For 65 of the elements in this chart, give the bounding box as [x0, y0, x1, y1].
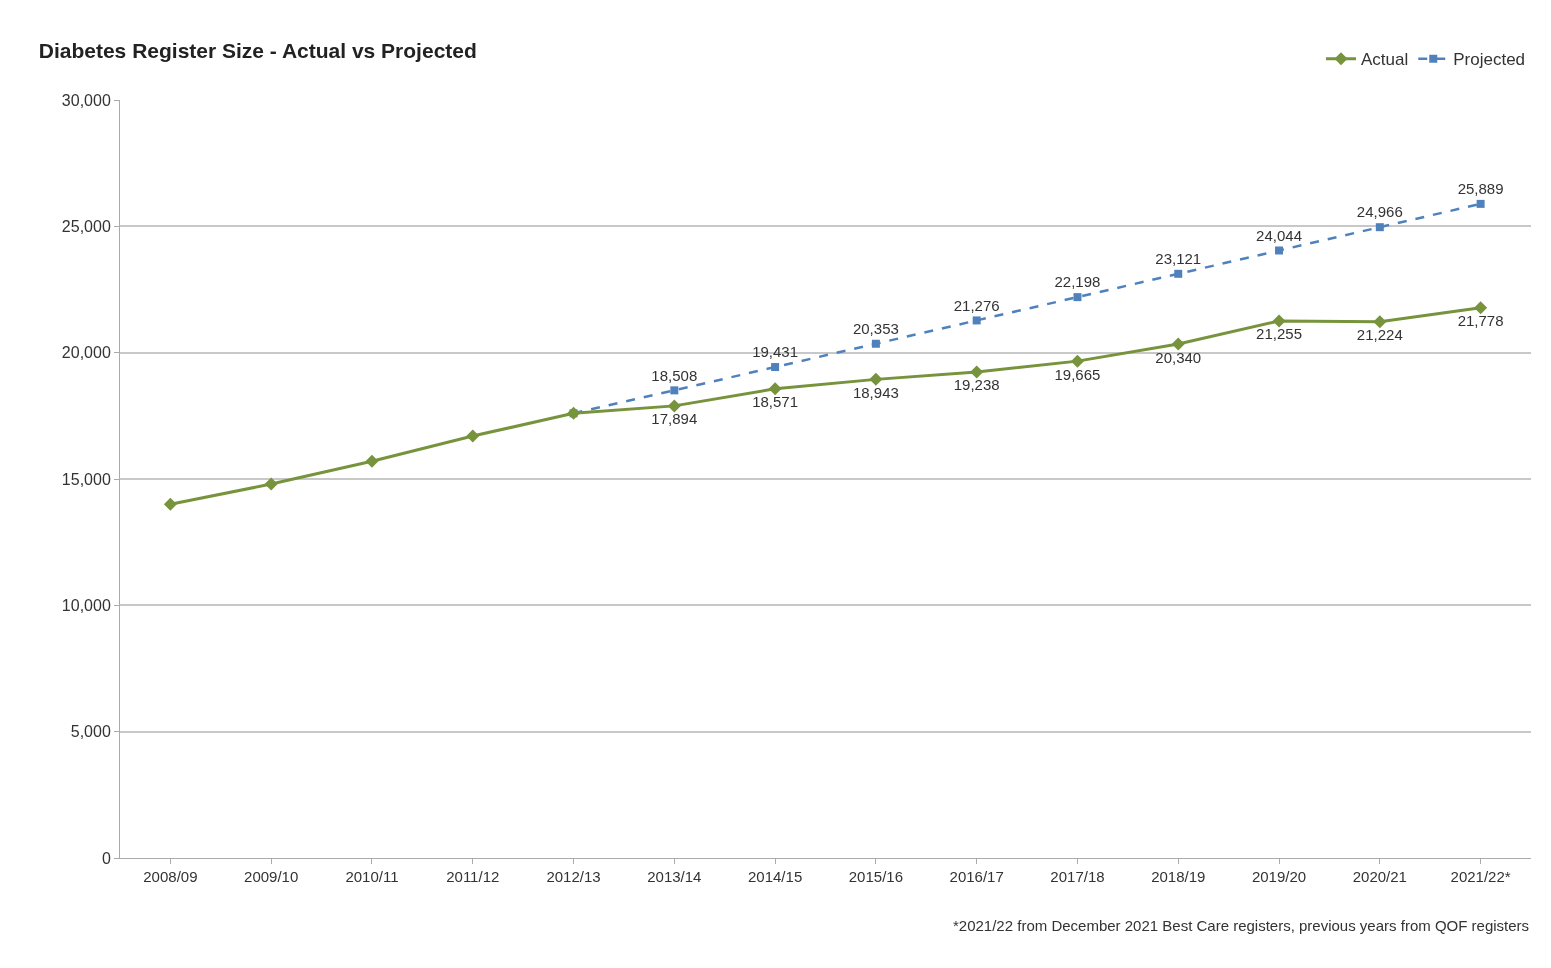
data-label: 21,224 — [1356, 326, 1403, 344]
x-tick-label: 2010/11 — [345, 868, 399, 885]
point — [466, 429, 480, 443]
point — [1073, 293, 1082, 302]
point — [1275, 246, 1284, 255]
y-tick-label: 30,000 — [61, 91, 111, 109]
data-label: 21,276 — [953, 296, 1000, 314]
point — [768, 382, 782, 396]
data-label: 21,778 — [1457, 312, 1504, 330]
x-tick-label: 2017/18 — [1050, 868, 1105, 885]
y-tick-label: 15,000 — [61, 470, 111, 488]
y-tick-label: 20,000 — [61, 344, 111, 362]
point — [871, 339, 880, 348]
y-tick-label: 0 — [101, 849, 111, 867]
x-tick-label: 2009/10 — [244, 868, 299, 885]
legend-label: Projected — [1453, 50, 1526, 70]
chart-title: Diabetes Register Size - Actual vs Projected — [38, 39, 477, 63]
data-label: 24,044 — [1256, 226, 1302, 244]
point — [1373, 315, 1387, 329]
point — [1070, 354, 1084, 368]
y-tick-label: 5,000 — [70, 723, 111, 741]
x-tick-label: 2011/12 — [446, 868, 500, 885]
point — [972, 316, 981, 325]
point — [1474, 301, 1488, 315]
data-label: 23,121 — [1155, 250, 1202, 268]
x-tick-label: 2008/09 — [143, 868, 198, 885]
x-tick-label: 2012/13 — [546, 868, 601, 885]
point — [1174, 269, 1183, 278]
x-tick-label: 2020/21 — [1352, 868, 1407, 885]
data-label: 18,943 — [852, 383, 899, 401]
point — [1171, 337, 1185, 351]
x-tick-label: 2018/19 — [1151, 868, 1206, 885]
point — [869, 372, 883, 386]
point — [667, 399, 681, 413]
point — [771, 363, 780, 372]
data-label: 25,889 — [1457, 180, 1504, 198]
x-tick-label: 2013/14 — [647, 868, 702, 885]
data-label: 22,198 — [1054, 273, 1101, 291]
data-label: 18,508 — [651, 366, 698, 384]
y-tick-label: 10,000 — [61, 596, 111, 614]
x-tick-label: 2019/20 — [1251, 868, 1307, 885]
point — [1476, 199, 1485, 208]
data-label: 17,894 — [651, 410, 698, 428]
point — [264, 477, 278, 491]
x-tick-label: 2015/16 — [848, 868, 904, 885]
data-label: 19,431 — [752, 343, 799, 361]
data-label: 19,665 — [1054, 365, 1101, 383]
point — [365, 454, 379, 468]
x-tick-label: 2016/17 — [949, 868, 1004, 885]
x-tick-label: 2014/15 — [747, 868, 803, 885]
point — [163, 497, 177, 511]
data-label: 18,571 — [752, 393, 799, 411]
data-label: 24,966 — [1356, 203, 1403, 221]
data-label: 20,340 — [1155, 348, 1202, 366]
x-tick-label: 2021/22* — [1450, 868, 1511, 885]
y-tick-label: 25,000 — [61, 217, 111, 235]
text: *2021/22 from December 2021 Best Care registers, previous years from QOF registers — [953, 917, 1530, 934]
point — [970, 365, 984, 379]
data-label: 21,255 — [1256, 325, 1302, 343]
point — [1375, 223, 1384, 232]
data-label: 20,353 — [852, 320, 899, 337]
data-label: 19,238 — [953, 376, 1000, 394]
point — [670, 386, 679, 395]
point — [1272, 314, 1286, 328]
legend-label: Actual — [1361, 50, 1409, 70]
